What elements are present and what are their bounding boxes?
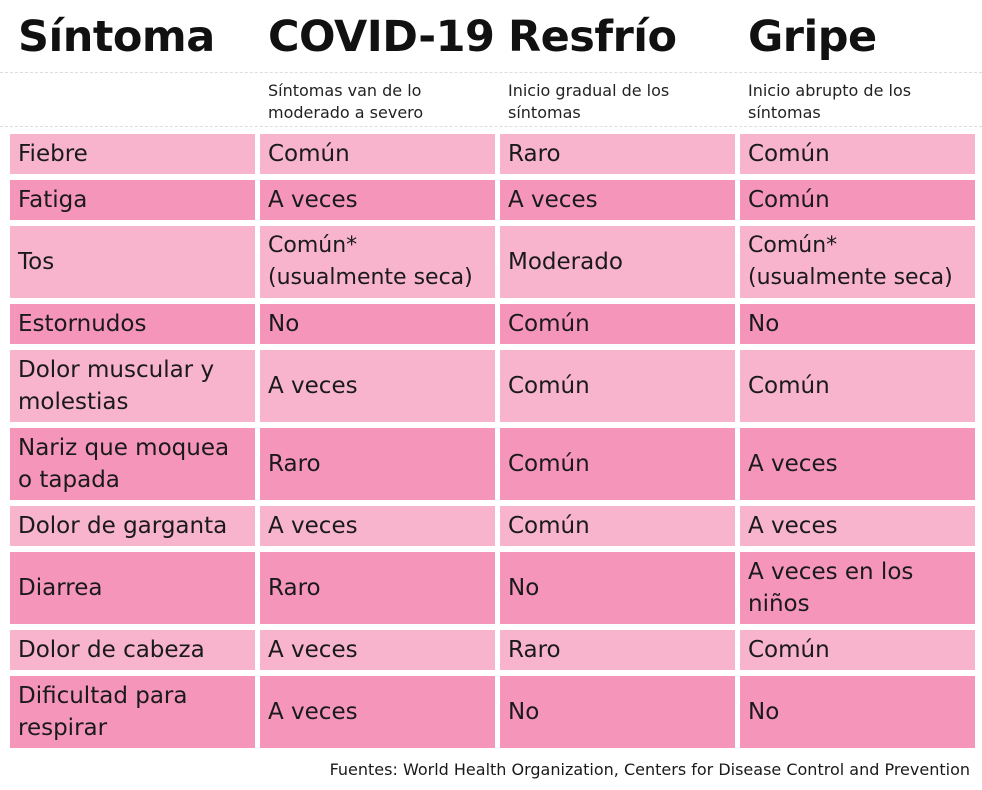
- symptom-cell: Dolor de cabeza: [10, 630, 255, 670]
- header-divider: [0, 72, 982, 73]
- symptom-cell: Tos: [10, 226, 255, 298]
- cold-cell: No: [500, 676, 735, 748]
- cold-cell: A veces: [500, 180, 735, 220]
- flu-cell: Común: [740, 630, 975, 670]
- header-flu: Gripe Inicio abrupto de los síntomas: [740, 0, 975, 126]
- covid-cell: A veces: [260, 676, 495, 748]
- table-header: Síntoma COVID-19 Síntomas van de lo mode…: [0, 0, 982, 127]
- cold-cell: Común: [500, 428, 735, 500]
- symptom-cell: Nariz que moquea o tapada: [10, 428, 255, 500]
- cold-cell: Común: [500, 304, 735, 344]
- covid-cell: Raro: [260, 428, 495, 500]
- table-row: Fiebre Común Raro Común: [0, 134, 982, 174]
- covid-cell: A veces: [260, 180, 495, 220]
- flu-cell: A veces: [740, 428, 975, 500]
- table-row: Estornudos No Común No: [0, 304, 982, 344]
- symptom-cell: Dolor de garganta: [10, 506, 255, 546]
- flu-cell: A veces: [740, 506, 975, 546]
- flu-cell: Común: [740, 180, 975, 220]
- symptom-cell: Fatiga: [10, 180, 255, 220]
- flu-cell: No: [740, 676, 975, 748]
- covid-cell: A veces: [260, 350, 495, 422]
- table-row: Diarrea Raro No A veces en los niños: [0, 552, 982, 624]
- table-row: Nariz que moquea o tapada Raro Común A v…: [0, 428, 982, 500]
- column-subtitle-cold: Inicio gradual de los síntomas: [508, 81, 670, 122]
- column-title-covid: COVID-19: [268, 12, 495, 62]
- symptom-cell: Fiebre: [10, 134, 255, 174]
- covid-cell: No: [260, 304, 495, 344]
- flu-cell: No: [740, 304, 975, 344]
- table-row: Dolor muscular y molestias A veces Común…: [0, 350, 982, 422]
- table-row: Dificultad para respirar A veces No No: [0, 676, 982, 748]
- header-symptom: Síntoma: [10, 0, 255, 126]
- cold-cell: No: [500, 552, 735, 624]
- table-row: Fatiga A veces A veces Común: [0, 180, 982, 220]
- covid-cell: Raro: [260, 552, 495, 624]
- cold-cell: Moderado: [500, 226, 735, 298]
- covid-cell: Común* (usualmente seca): [260, 226, 495, 298]
- symptom-cell: Estornudos: [10, 304, 255, 344]
- flu-cell: A veces en los niños: [740, 552, 975, 624]
- covid-cell: A veces: [260, 630, 495, 670]
- symptom-cell: Dificultad para respirar: [10, 676, 255, 748]
- table-row: Tos Común* (usualmente seca) Moderado Co…: [0, 226, 982, 298]
- flu-note: (usualmente seca): [748, 265, 953, 290]
- flu-cell: Común: [740, 134, 975, 174]
- column-subtitle-flu: Inicio abrupto de los síntomas: [748, 81, 912, 122]
- flu-cell: Común* (usualmente seca): [740, 226, 975, 298]
- symptom-cell: Dolor muscular y molestias: [10, 350, 255, 422]
- column-title-cold: Resfrío: [508, 12, 677, 62]
- header-cold: Resfrío Inicio gradual de los síntomas: [500, 0, 735, 126]
- sources-footnote: Fuentes: World Health Organization, Cent…: [329, 760, 970, 779]
- column-subtitle-covid: Síntomas van de lo moderado a severo: [268, 81, 424, 122]
- column-title-flu: Gripe: [748, 12, 877, 62]
- covid-cell: Común: [260, 134, 495, 174]
- covid-note: (usualmente seca): [268, 265, 473, 290]
- table-row: Dolor de garganta A veces Común A veces: [0, 506, 982, 546]
- column-title-symptom: Síntoma: [18, 12, 215, 62]
- covid-cell: A veces: [260, 506, 495, 546]
- cold-cell: Raro: [500, 630, 735, 670]
- flu-cell: Común: [740, 350, 975, 422]
- symptom-cell: Diarrea: [10, 552, 255, 624]
- header-covid: COVID-19 Síntomas van de lo moderado a s…: [260, 0, 495, 126]
- cold-cell: Raro: [500, 134, 735, 174]
- cold-cell: Común: [500, 506, 735, 546]
- cold-cell: Común: [500, 350, 735, 422]
- table-row: Dolor de cabeza A veces Raro Común: [0, 630, 982, 670]
